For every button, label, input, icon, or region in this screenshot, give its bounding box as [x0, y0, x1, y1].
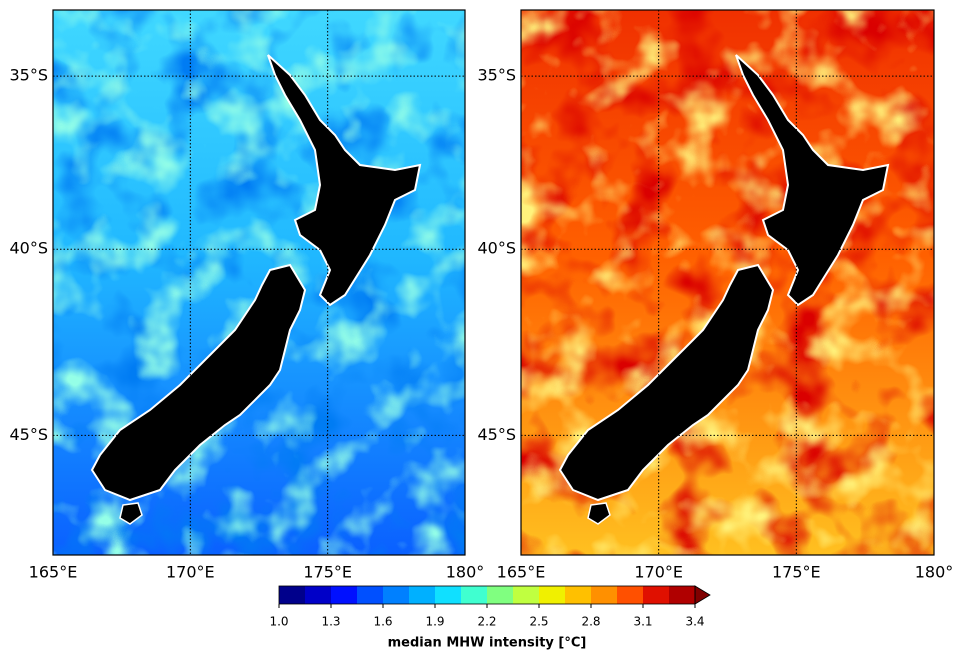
colorbar-bin — [461, 586, 488, 604]
colorbar-bin — [669, 586, 696, 604]
colorbar-tick-label: 1.6 — [373, 615, 392, 629]
colorbar-tick-label: 2.2 — [477, 615, 496, 629]
colorbar-bin — [435, 586, 462, 604]
y-tick-label: 40°S — [9, 239, 48, 258]
y-tick-label: 40°S — [477, 239, 516, 258]
x-tick-label: 170°E — [634, 563, 683, 582]
colorbar-label: median MHW intensity [°C] — [388, 636, 587, 651]
x-tick-label: 175°E — [303, 563, 352, 582]
colorbar-bin — [487, 586, 514, 604]
colorbar-bin — [539, 586, 566, 604]
x-tick-label: 165°E — [29, 563, 78, 582]
colorbar-bin — [513, 586, 540, 604]
colorbar-tick-label: 1.0 — [269, 615, 288, 629]
colorbar-bin — [279, 586, 306, 604]
y-tick-label: 45°S — [9, 425, 48, 444]
colorbar-bin — [617, 586, 644, 604]
x-tick-label: 175°E — [772, 563, 821, 582]
x-tick-label: 165°E — [497, 563, 546, 582]
x-tick-label: 170°E — [166, 563, 215, 582]
colorbar-tick-label: 3.1 — [633, 615, 652, 629]
colorbar-bin — [565, 586, 592, 604]
map-panel: 165°E 170°E 175°E 180° 35°S 40°S 45°S — [9, 9, 485, 582]
y-tick-label: 45°S — [477, 425, 516, 444]
colorbar-tick-label: 2.5 — [529, 615, 548, 629]
colorbar-tick-label: 1.9 — [425, 615, 444, 629]
colorbar-bin — [357, 586, 384, 604]
y-tick-label: 35°S — [477, 66, 516, 85]
x-tick-label: 180° — [915, 563, 954, 582]
map-panel: 165°E 170°E 175°E 180° 35°S 40°S 45°S — [477, 9, 954, 582]
colorbar-bin — [409, 586, 436, 604]
colorbar-bin — [643, 586, 670, 604]
colorbar-tick-label: 3.4 — [685, 615, 704, 629]
colorbar-bin — [591, 586, 618, 604]
colorbar-tick-label: 2.8 — [581, 615, 600, 629]
x-tick-label: 180° — [446, 563, 485, 582]
colorbar-tick-label: 1.3 — [321, 615, 340, 629]
colorbar-extend — [694, 585, 711, 605]
y-tick-label: 35°S — [9, 66, 48, 85]
map-frame — [52, 9, 466, 556]
colorbar-bin — [305, 586, 332, 604]
map-frame — [520, 9, 935, 556]
colorbar-bin — [331, 586, 358, 604]
colorbar-bin — [383, 586, 410, 604]
